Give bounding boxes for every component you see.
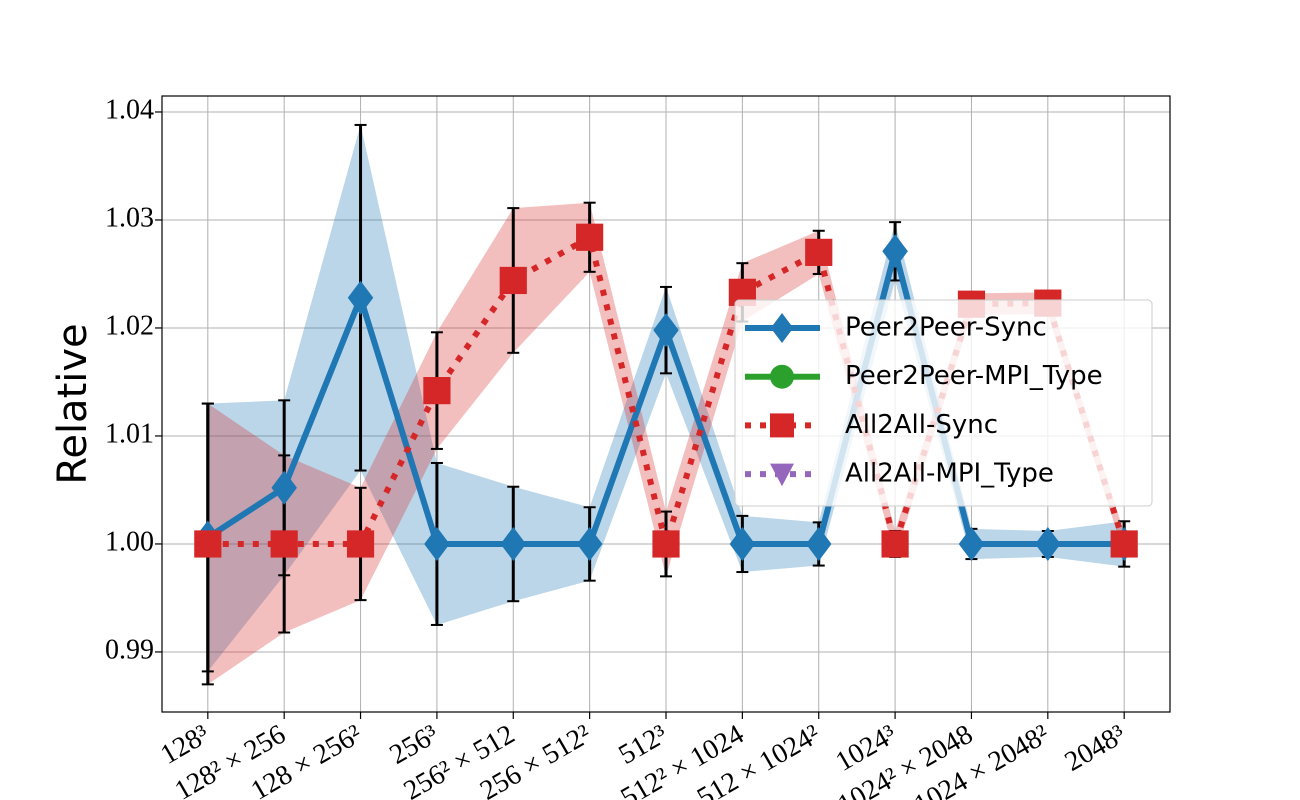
marker xyxy=(882,234,908,269)
y-axis-label: Relative xyxy=(50,323,96,484)
legend-label: Peer2Peer-Sync xyxy=(845,313,1047,343)
legend-label: All2All-Sync xyxy=(845,410,998,440)
marker xyxy=(1110,530,1138,558)
marker xyxy=(576,223,604,251)
marker xyxy=(958,526,985,561)
marker xyxy=(805,526,832,561)
marker xyxy=(576,526,603,561)
legend: Peer2Peer-Sync Peer2Peer-MPI_Type All2All-… xyxy=(734,299,1153,507)
marker xyxy=(271,470,297,505)
marker xyxy=(424,526,450,561)
marker xyxy=(270,530,298,558)
marker xyxy=(347,280,374,315)
legend-label: All2All-MPI_Type xyxy=(845,459,1054,489)
marker xyxy=(346,530,375,558)
legend-marker xyxy=(770,413,794,438)
legend-marker xyxy=(770,364,794,389)
y-tick-label: 1.01 xyxy=(105,418,154,449)
legend-marker xyxy=(770,313,794,343)
legend-label: Peer2Peer-MPI_Type xyxy=(845,361,1103,391)
legend-box xyxy=(734,299,1153,507)
marker xyxy=(499,266,527,295)
error-band xyxy=(207,202,1125,685)
y-tick-label: 1.02 xyxy=(105,310,154,341)
marker xyxy=(500,526,527,561)
y-tick-label: 1.03 xyxy=(105,202,154,233)
marker xyxy=(423,377,451,405)
x-tick-label: 2048³ xyxy=(1060,719,1131,778)
marker xyxy=(194,530,222,558)
plot-frame xyxy=(161,95,1171,713)
y-tick-label: 1.00 xyxy=(105,526,154,557)
y-tick-label: 0.99 xyxy=(105,634,154,665)
marker xyxy=(729,526,756,561)
legend-marker xyxy=(770,463,794,487)
y-tick-label: 1.04 xyxy=(105,94,154,125)
marker xyxy=(653,313,679,348)
marker xyxy=(652,530,680,558)
marker xyxy=(805,238,833,266)
marker xyxy=(1035,526,1061,561)
marker xyxy=(881,530,909,558)
